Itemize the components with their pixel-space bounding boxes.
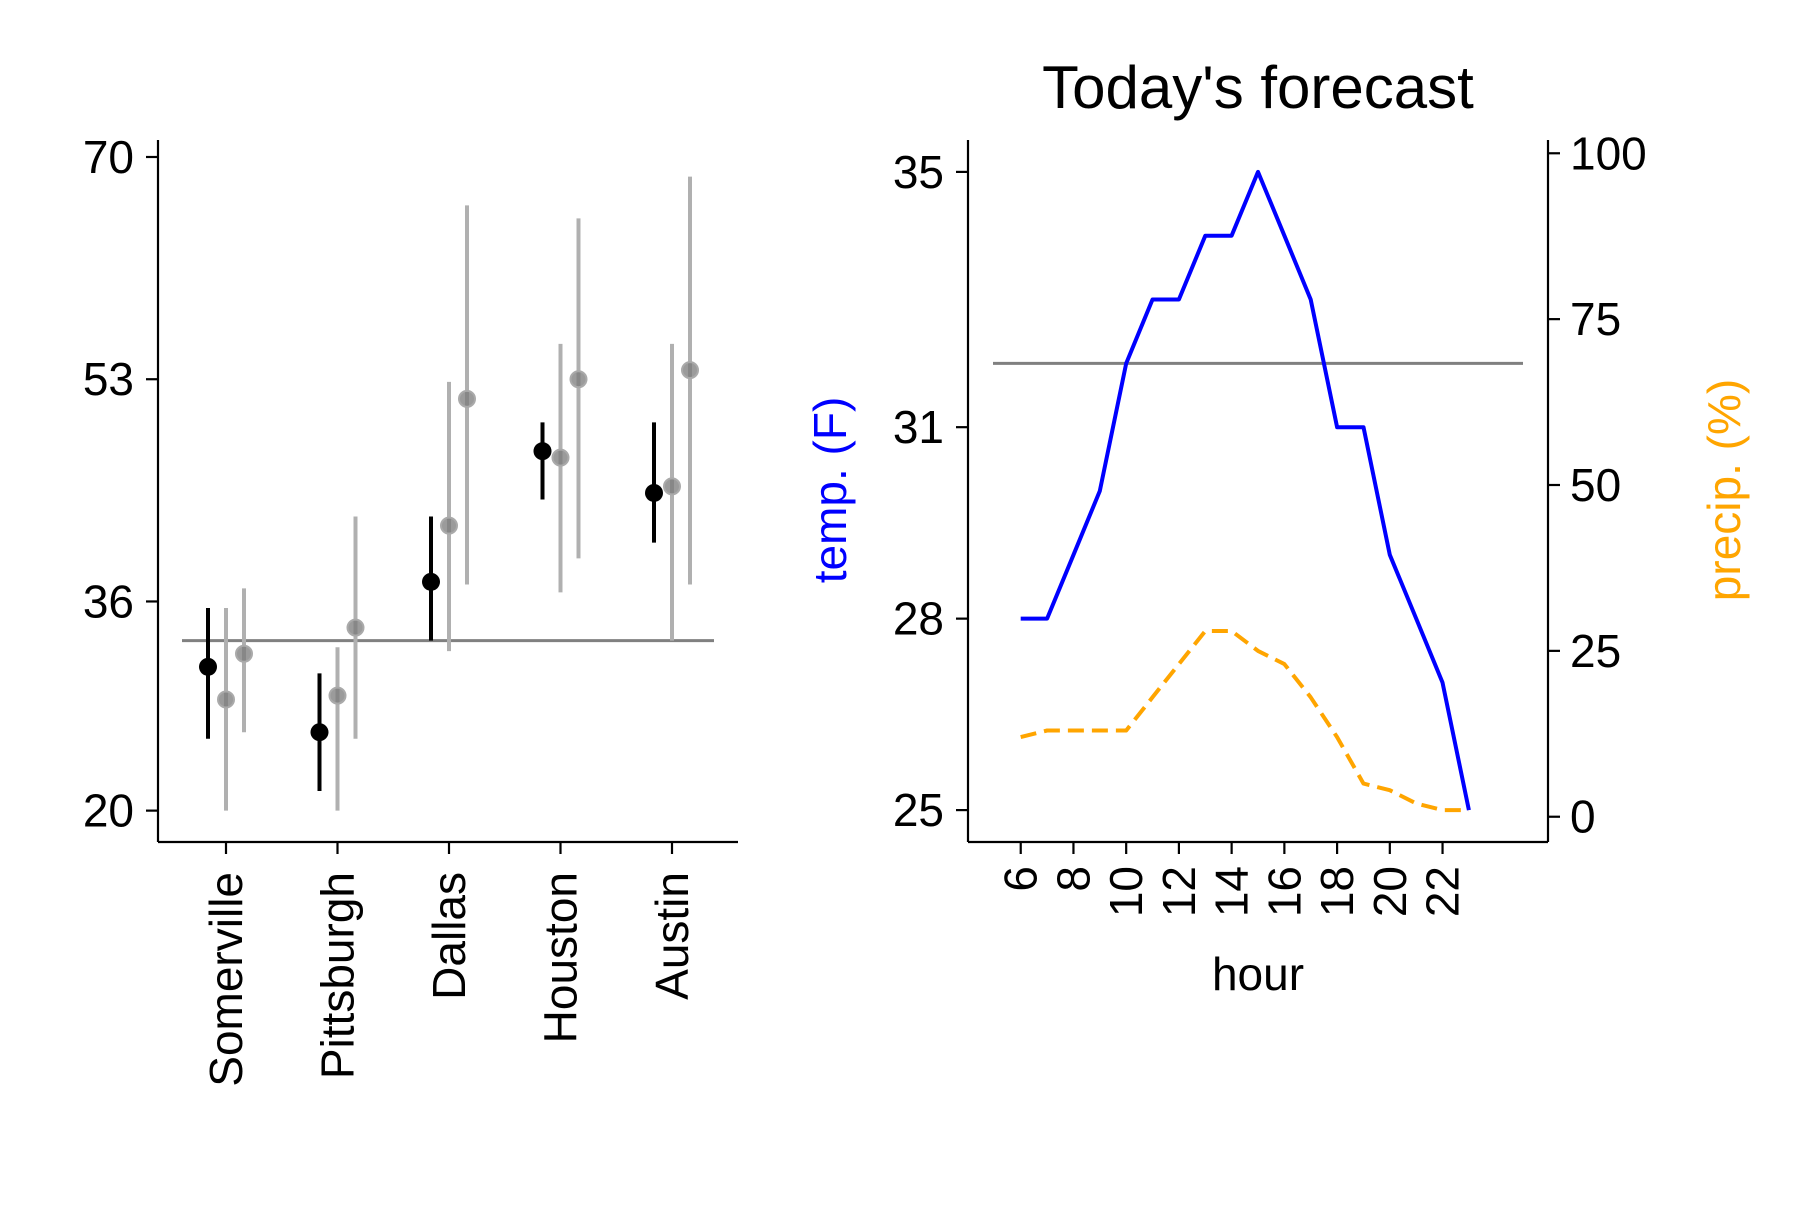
point-secondary bbox=[217, 690, 235, 709]
left-category-label: Austin bbox=[646, 872, 698, 1000]
temp-ytick-label: 31 bbox=[893, 401, 944, 453]
precip-ytick-label: 100 bbox=[1570, 127, 1647, 179]
point-primary bbox=[422, 572, 440, 591]
point-primary bbox=[310, 723, 329, 742]
precip-ytick-label: 25 bbox=[1570, 625, 1621, 677]
temp-ytick-label: 35 bbox=[893, 146, 944, 198]
point-secondary bbox=[681, 361, 699, 380]
point-secondary bbox=[551, 448, 570, 467]
point-secondary bbox=[663, 477, 681, 496]
left-category-label: Dallas bbox=[423, 872, 475, 1000]
point-secondary bbox=[458, 389, 476, 408]
hour-xtick-label: 6 bbox=[995, 866, 1047, 892]
temperature-line bbox=[1020, 169, 1471, 811]
hour-xtick-label: 10 bbox=[1100, 866, 1152, 917]
hour-xtick-label: 8 bbox=[1047, 866, 1099, 892]
precip-ytick-label: 75 bbox=[1570, 293, 1621, 345]
temp-ytick-label: 28 bbox=[893, 593, 944, 645]
x-axis-label: hour bbox=[1212, 948, 1304, 1000]
left-category-label: Houston bbox=[535, 872, 587, 1043]
left-ytick-label: 20 bbox=[83, 785, 134, 837]
point-secondary bbox=[569, 370, 588, 389]
hour-xtick-label: 18 bbox=[1311, 866, 1363, 917]
left-ytick-label: 70 bbox=[83, 131, 134, 183]
precipitation-line bbox=[1020, 629, 1469, 813]
point-secondary bbox=[235, 644, 253, 663]
left-category-label: Somerville bbox=[200, 872, 252, 1087]
precip-ytick-label: 50 bbox=[1570, 459, 1621, 511]
hour-xtick-label: 22 bbox=[1417, 866, 1469, 917]
left-category-label: Pittsburgh bbox=[312, 872, 364, 1079]
left-ytick-label: 53 bbox=[83, 353, 134, 405]
point-secondary bbox=[346, 618, 365, 637]
left-ytick-label: 36 bbox=[83, 575, 134, 627]
y-axis-label-left: temp. (F) bbox=[804, 397, 856, 584]
temp-ytick-label: 25 bbox=[893, 784, 944, 836]
chart-title: Today's forecast bbox=[1042, 54, 1474, 121]
hour-xtick-label: 12 bbox=[1153, 866, 1205, 917]
left-panel-cities: 20 36 53 70 Somerville Pittsburgh Dallas Housto… bbox=[83, 131, 738, 1087]
hour-xtick-label: 14 bbox=[1206, 866, 1258, 917]
y-axis-label-right: precip. (%) bbox=[1698, 379, 1750, 601]
point-secondary bbox=[328, 686, 347, 705]
right-panel-forecast: Today's forecast 25 28 31 35 0 25 50 75 100 6 8 10 12… bbox=[804, 54, 1750, 1000]
point-primary bbox=[533, 442, 552, 461]
precip-ytick-label: 0 bbox=[1570, 791, 1596, 843]
point-primary bbox=[199, 657, 217, 676]
point-primary bbox=[645, 483, 663, 502]
hour-xtick-label: 16 bbox=[1258, 866, 1310, 917]
hour-xtick-label: 20 bbox=[1364, 866, 1416, 917]
point-secondary bbox=[440, 516, 458, 535]
